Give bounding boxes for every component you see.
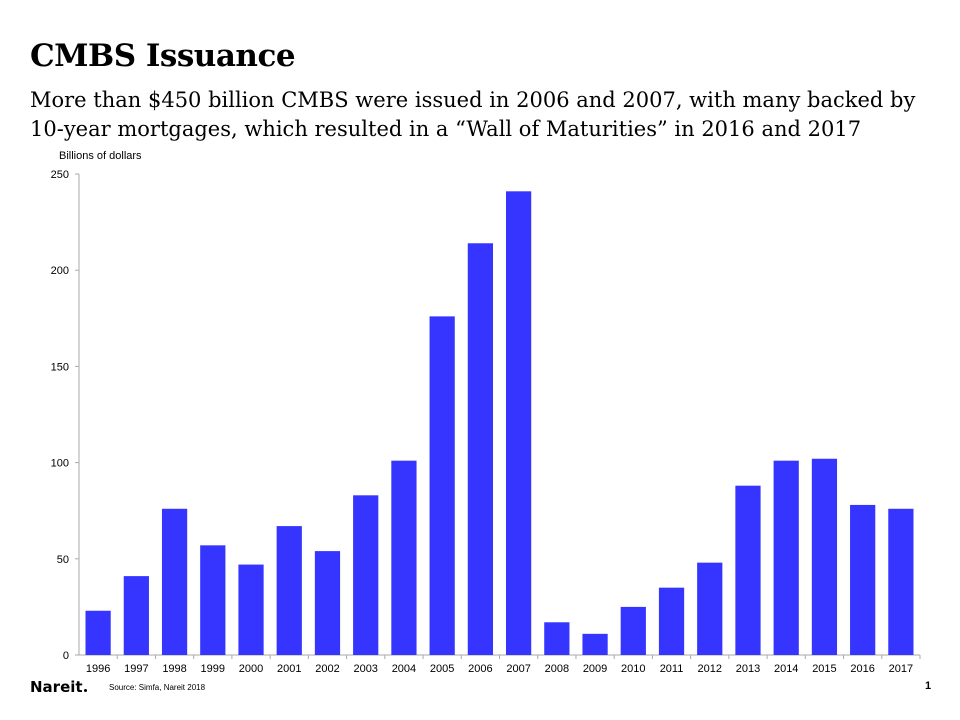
x-tick-label: 2007 xyxy=(506,663,530,675)
x-tick-label: 2011 xyxy=(660,663,684,675)
x-tick-label: 2002 xyxy=(315,663,339,675)
y-tick-label: 150 xyxy=(51,361,69,373)
y-tick-label: 250 xyxy=(51,169,69,181)
x-tick-label: 2012 xyxy=(698,663,722,675)
bar xyxy=(888,508,914,655)
bar xyxy=(123,576,149,655)
x-tick-label: 2009 xyxy=(583,663,607,675)
x-tick-label: 2001 xyxy=(277,663,301,675)
page-title: CMBS Issuance xyxy=(30,38,296,74)
y-tick-label: 0 xyxy=(63,650,69,662)
bar xyxy=(697,562,723,655)
bar xyxy=(850,504,876,655)
x-tick-label: 2017 xyxy=(889,663,913,675)
bar xyxy=(582,633,608,655)
x-tick-label: 1996 xyxy=(86,663,110,675)
bar xyxy=(429,316,455,655)
page-subtitle: More than $450 billion CMBS were issued … xyxy=(30,88,916,141)
bar xyxy=(85,610,111,655)
y-tick-label: 100 xyxy=(51,458,69,470)
page-number: 1 xyxy=(925,680,932,692)
bar xyxy=(773,460,799,655)
x-tick-label: 2015 xyxy=(812,663,836,675)
bar xyxy=(200,545,226,655)
bar xyxy=(735,485,761,655)
x-tick-label: 2003 xyxy=(353,663,377,675)
source-note: Source: Simfa, Nareit 2018 xyxy=(109,683,206,692)
y-tick-label: 200 xyxy=(51,265,69,277)
y-tick-label: 50 xyxy=(57,554,69,566)
bar xyxy=(314,551,341,655)
bar xyxy=(505,191,532,656)
x-tick-label: 2005 xyxy=(430,663,454,675)
bar xyxy=(811,458,838,655)
bar xyxy=(544,622,570,655)
x-tick-label: 2010 xyxy=(621,663,645,675)
x-tick-label: 1998 xyxy=(162,663,186,675)
bar xyxy=(391,460,417,655)
x-tick-label: 2006 xyxy=(468,663,492,675)
x-tick-label: 1997 xyxy=(124,663,148,675)
x-tick-label: 1999 xyxy=(201,663,225,675)
logo-text: Nareit xyxy=(30,678,83,696)
bar xyxy=(161,508,188,655)
x-tick-label: 2004 xyxy=(392,663,416,675)
x-tick-label: 2000 xyxy=(239,663,263,675)
bar xyxy=(658,587,685,655)
bar xyxy=(276,526,302,655)
x-tick-label: 2014 xyxy=(774,663,798,675)
nareit-logo: Nareit xyxy=(30,678,87,696)
bar xyxy=(620,606,646,655)
x-tick-label: 2008 xyxy=(545,663,569,675)
bar xyxy=(353,495,379,655)
logo-dot-icon xyxy=(83,689,87,692)
y-axis-label: Billions of dollars xyxy=(59,150,142,162)
x-tick-label: 2013 xyxy=(736,663,760,675)
bar xyxy=(467,243,494,655)
bar xyxy=(238,564,264,655)
x-tick-label: 2016 xyxy=(850,663,874,675)
